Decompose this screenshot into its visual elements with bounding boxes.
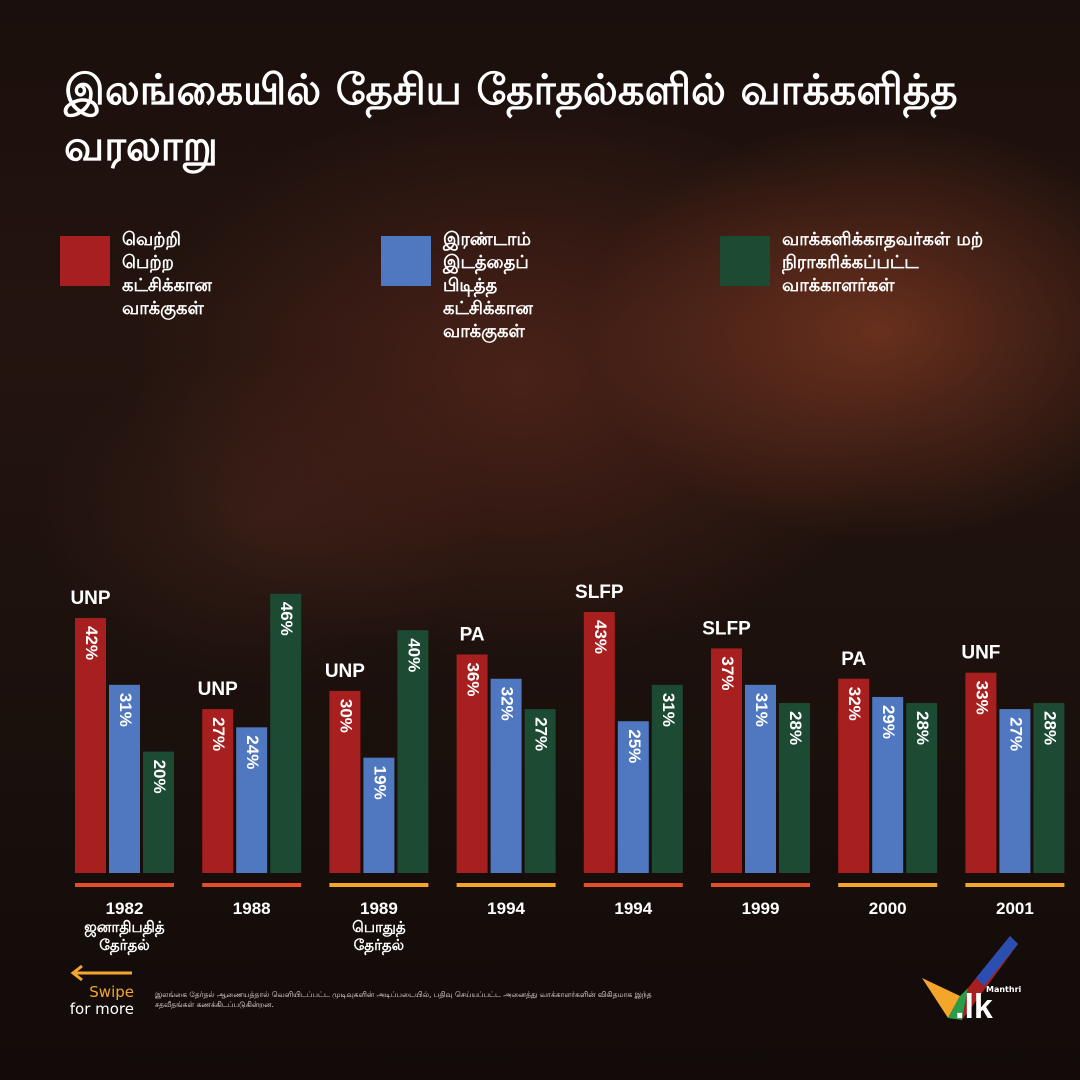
bar bbox=[236, 727, 268, 873]
bar bbox=[143, 751, 174, 873]
data-label: 36% bbox=[464, 662, 483, 696]
winning-party-label: PA bbox=[460, 624, 485, 645]
axis-underline bbox=[202, 883, 302, 887]
bar bbox=[583, 611, 615, 873]
winning-party-label: UNP bbox=[70, 588, 110, 609]
data-label: 29% bbox=[879, 705, 898, 739]
tick-label: ஜனாதிபதித் bbox=[84, 919, 165, 937]
data-label: 33% bbox=[972, 681, 991, 715]
tick-label: 1988 bbox=[233, 899, 271, 918]
bar bbox=[999, 709, 1031, 873]
winning-party-label: UNP bbox=[325, 661, 365, 682]
data-label: 31% bbox=[659, 693, 678, 727]
source-note: இலங்கை தேர்தல் ஆணையத்தால் வெளியிடப்பட்ட … bbox=[155, 990, 652, 1009]
bar bbox=[524, 709, 556, 873]
data-label: 25% bbox=[625, 729, 644, 763]
bar bbox=[456, 654, 488, 873]
data-label: 27% bbox=[1006, 717, 1025, 751]
bar bbox=[202, 709, 234, 873]
tick-label: தேர்தல் bbox=[354, 937, 404, 955]
data-label: 37% bbox=[718, 656, 737, 690]
data-label: 40% bbox=[404, 638, 423, 672]
data-label: 27% bbox=[209, 717, 228, 751]
winning-party-label: UNP bbox=[198, 679, 238, 700]
data-label: 28% bbox=[786, 711, 805, 745]
bar bbox=[270, 593, 302, 873]
bar bbox=[490, 678, 522, 873]
tick-label: 2001 bbox=[996, 899, 1034, 918]
axis-underline bbox=[583, 883, 683, 887]
tick-label: 2000 bbox=[869, 899, 907, 918]
legend-label-winner: வெற்றி பெற்ற கட்சிக்கான வாக்குகள் bbox=[122, 229, 212, 319]
axis-underline bbox=[456, 883, 556, 887]
winning-party-label: SLFP bbox=[575, 582, 624, 603]
data-label: 32% bbox=[498, 687, 517, 721]
swipe-label[interactable]: Swipe bbox=[89, 983, 134, 1001]
data-label: 30% bbox=[336, 699, 355, 733]
data-label: 28% bbox=[913, 711, 932, 745]
data-label: 28% bbox=[1040, 711, 1059, 745]
data-label: 32% bbox=[845, 687, 864, 721]
winning-party-label: SLFP bbox=[702, 618, 751, 639]
legend-swatch-runner-up bbox=[381, 236, 431, 286]
bar bbox=[745, 684, 776, 873]
brand-name: Manthri bbox=[986, 985, 1022, 994]
bar bbox=[872, 696, 904, 873]
data-label: 24% bbox=[243, 735, 262, 769]
axis-underline bbox=[838, 883, 938, 887]
bar bbox=[1033, 703, 1065, 873]
chart-title: இலங்கையில் தேசிய தேர்தல்களில் வாக்களித்த… bbox=[64, 65, 958, 170]
legend-swatch-winner bbox=[60, 236, 110, 286]
tick-label: 1982 bbox=[106, 899, 144, 918]
bar bbox=[965, 672, 997, 873]
legend-label-runner-up: இரண்டாம் இடத்தைப் பிடித்த கட்சிக்கான வாக… bbox=[443, 229, 533, 342]
data-label: 19% bbox=[370, 766, 389, 800]
axis-underline bbox=[711, 883, 810, 887]
bar bbox=[109, 684, 140, 873]
data-label: 31% bbox=[116, 693, 135, 727]
bar bbox=[617, 721, 649, 873]
winning-party-label: PA bbox=[841, 649, 866, 670]
data-label: 46% bbox=[277, 602, 296, 636]
axis-underline bbox=[329, 883, 429, 887]
tick-label: 1999 bbox=[742, 899, 780, 918]
bar bbox=[779, 703, 810, 873]
swipe-arrow-icon[interactable] bbox=[68, 964, 134, 982]
winning-party-label: UNF bbox=[961, 643, 1000, 664]
axis-underline bbox=[965, 883, 1065, 887]
brand-domain: .lk bbox=[955, 988, 993, 1026]
swipe-sublabel[interactable]: for more bbox=[69, 1000, 134, 1018]
tick-label: தேர்தல் bbox=[99, 937, 149, 955]
legend-swatch-non-voters bbox=[720, 236, 770, 286]
manthri-logo-icon bbox=[918, 930, 1028, 1030]
bar bbox=[906, 703, 938, 873]
data-label: 27% bbox=[532, 717, 551, 751]
tick-label: பொதுத் bbox=[352, 919, 406, 937]
bar bbox=[397, 630, 429, 873]
tick-label: 1994 bbox=[614, 899, 652, 918]
data-label: 42% bbox=[82, 626, 101, 660]
bar bbox=[651, 684, 683, 873]
data-label: 31% bbox=[752, 693, 771, 727]
bar bbox=[363, 757, 395, 873]
axis-underline bbox=[75, 883, 174, 887]
bar bbox=[711, 648, 742, 873]
tick-label: 1994 bbox=[487, 899, 525, 918]
data-label: 43% bbox=[591, 620, 610, 654]
bar bbox=[329, 690, 361, 873]
legend-label-non-voters: வாக்களிக்காதவர்கள் மற் நிராகரிக்கப்பட்ட … bbox=[782, 229, 984, 296]
bar bbox=[75, 618, 106, 873]
data-label: 20% bbox=[150, 760, 169, 794]
bar bbox=[838, 678, 870, 873]
tick-label: 1989 bbox=[360, 899, 398, 918]
